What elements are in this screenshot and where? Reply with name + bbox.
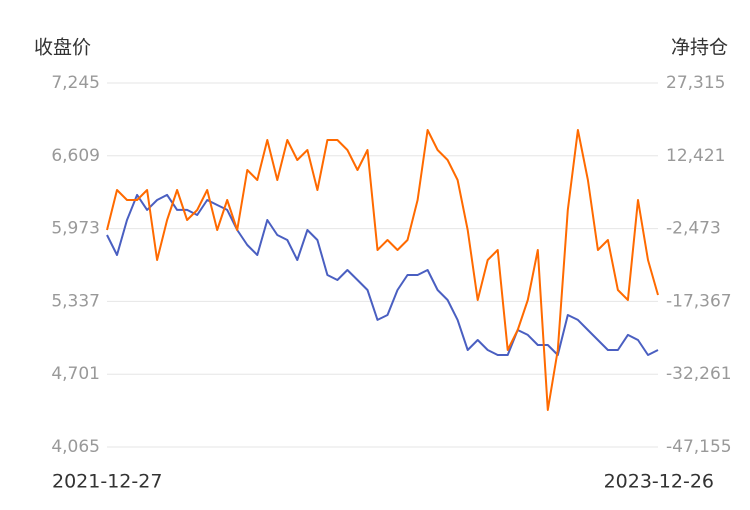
y2-tick-label: -32,261 — [666, 364, 732, 384]
y2-tick-label: 27,315 — [666, 73, 725, 93]
y2-axis-label: 净持仓 — [671, 37, 728, 59]
y-tick-label: 5,973 — [51, 219, 100, 239]
x-tick-label: 2021-12-27 — [52, 471, 162, 493]
y2-tick-label: -2,473 — [666, 219, 721, 239]
y2-tick-label: 12,421 — [666, 146, 725, 166]
y2-tick-label: -47,155 — [666, 437, 732, 457]
y-tick-label: 5,337 — [51, 291, 100, 311]
y2-tick-label: -17,367 — [666, 291, 732, 311]
series-line — [106, 129, 659, 411]
y-tick-label: 7,245 — [51, 73, 100, 93]
y-tick-label: 4,065 — [51, 437, 100, 457]
x-tick-label: 2023-12-26 — [604, 471, 714, 493]
y-tick-label: 6,609 — [51, 146, 100, 166]
series-line — [106, 193, 659, 356]
y-axis-label: 收盘价 — [34, 37, 91, 59]
y-tick-label: 4,701 — [51, 364, 100, 384]
